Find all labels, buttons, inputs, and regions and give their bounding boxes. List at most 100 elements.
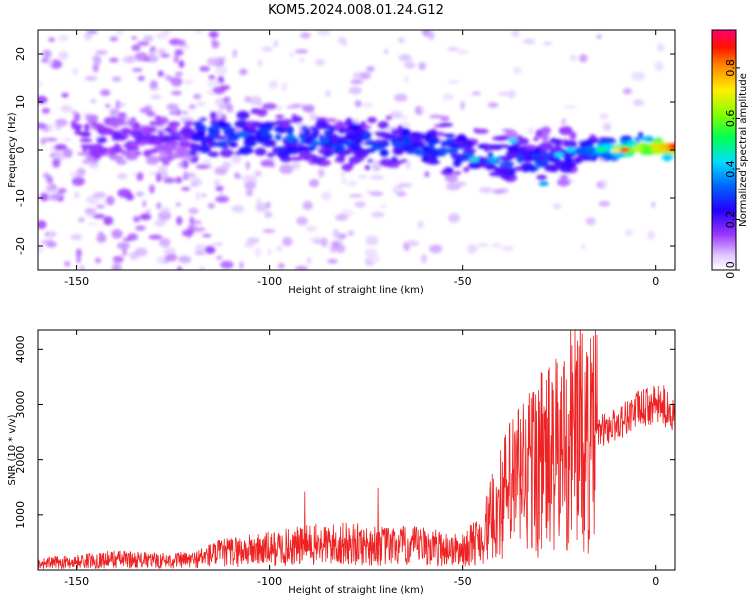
spectrogram-noise-blob <box>371 211 385 218</box>
spectrogram-signal-blob <box>311 156 322 165</box>
spectrogram-noise-blob <box>87 222 99 226</box>
spectrogram-noise-blob <box>126 55 136 64</box>
spectrogram-noise-blob <box>420 254 427 264</box>
spectrogram-signal-blob <box>320 159 331 166</box>
spectrogram-noise-blob <box>405 159 411 170</box>
spectrogram-noise-blob <box>118 103 126 107</box>
spectrogram-signal-blob <box>527 164 535 171</box>
spectrogram-noise-blob <box>60 104 73 113</box>
spectrogram-noise-blob <box>42 49 52 59</box>
snr-series-line <box>38 330 675 570</box>
spectrogram-signal-blob <box>536 174 547 180</box>
spectrogram-signal-blob <box>444 167 454 173</box>
spectrogram-signal-blob <box>462 140 475 149</box>
spectrogram-noise-blob <box>232 49 237 58</box>
spectrogram-signal-blob <box>127 118 135 127</box>
spectrogram-noise-blob <box>401 121 411 128</box>
spectrogram-signal-blob <box>265 121 271 128</box>
spectrogram-noise-blob <box>561 118 567 126</box>
spectrogram-signal-blob <box>626 140 638 147</box>
spectrogram-signal-blob <box>234 119 249 129</box>
spectrogram-signal-blob <box>439 122 454 127</box>
spectrogram-noise-blob <box>183 79 194 85</box>
spectrogram-noise-blob <box>245 161 250 170</box>
spectrogram-signal-blob <box>424 171 430 178</box>
spectrogram-noise-blob <box>112 255 124 263</box>
spectrogram-noise-blob <box>47 57 53 67</box>
spectrogram-signal-blob <box>298 150 312 160</box>
spectrogram-signal-blob <box>156 139 163 145</box>
spectrogram-noise-blob <box>178 255 192 264</box>
spectrogram-signal-blob <box>579 140 594 148</box>
spectrogram-noise-blob <box>632 99 645 107</box>
spectrogram-noise-blob <box>448 213 461 223</box>
spectrogram-noise-blob <box>88 162 99 169</box>
spectrogram-noise-blob <box>204 245 216 254</box>
spectrogram-noise-blob <box>55 123 62 130</box>
spectrogram-signal-blob <box>395 127 402 137</box>
spectrogram-noise-blob <box>393 93 408 102</box>
snr-y-tick-label: 3000 <box>14 390 27 418</box>
spectrogram-noise-blob <box>160 30 172 35</box>
spectrogram-signal-blob <box>609 139 617 143</box>
spectrogram-noise-blob <box>135 225 146 231</box>
spectrogram-noise-blob <box>134 247 148 257</box>
spectrogram-noise-blob <box>165 75 173 82</box>
spectrogram-signal-blob <box>453 171 462 175</box>
spectrogram-noise-blob <box>105 104 111 108</box>
spectrogram-noise-blob <box>190 182 199 187</box>
spectrogram-noise-blob <box>348 86 362 95</box>
spectrogram-noise-blob <box>401 115 408 120</box>
spectrogram-noise-blob <box>76 256 81 264</box>
spectrogram-signal-blob <box>414 151 426 156</box>
spectrogram-signal-blob <box>410 132 425 136</box>
spectrogram-noise-blob <box>327 259 338 264</box>
spectrogram-noise-blob <box>569 54 578 61</box>
spectrogram-noise-blob <box>256 197 262 206</box>
spectrogram-noise-blob <box>222 161 232 170</box>
spectrogram-signal-blob <box>274 146 288 153</box>
spectrogram-noise-blob <box>157 211 172 221</box>
spectrogram-noise-blob <box>418 62 427 71</box>
spectrogram-hotspot <box>565 147 576 153</box>
spectrogram-noise-blob <box>239 261 244 270</box>
spectrogram-noise-blob <box>267 248 272 256</box>
spectrogram-noise-blob <box>142 200 147 208</box>
spectrogram-signal-blob <box>132 151 142 156</box>
spectrogram-noise-blob <box>57 188 67 194</box>
spectrogram-noise-blob <box>398 54 412 62</box>
spectrogram-noise-blob <box>289 52 295 57</box>
spectrogram-noise-blob <box>460 100 465 111</box>
spectrogram-noise-blob <box>170 76 183 87</box>
spectrogram-signal-blob <box>91 150 100 158</box>
spectrogram-noise-blob <box>48 124 55 132</box>
spectrogram-signal-blob <box>345 117 353 125</box>
spectrogram-y-tick-label: 20 <box>14 47 27 61</box>
spectrogram-signal-blob <box>336 120 343 129</box>
spectrogram-noise-blob <box>131 36 137 40</box>
spectrogram-noise-blob <box>38 246 45 254</box>
spectrogram-signal-blob <box>120 127 131 136</box>
spectrogram-signal-blob <box>180 128 195 136</box>
spectrogram-signal-blob <box>97 145 104 154</box>
spectrogram-x-tick-label: -50 <box>454 275 472 288</box>
spectrogram-noise-blob <box>54 144 68 151</box>
spectrogram-signal-blob <box>82 159 91 164</box>
spectrogram-noise-blob <box>153 219 167 227</box>
spectrogram-noise-blob <box>84 76 98 81</box>
spectrogram-noise-blob <box>109 36 119 42</box>
spectrogram-signal-blob <box>366 148 376 153</box>
spectrogram-signal-blob <box>438 151 447 156</box>
spectrogram-signal-blob <box>641 150 653 156</box>
spectrogram-noise-blob <box>601 179 608 189</box>
spectrogram-noise-blob <box>115 100 121 110</box>
spectrogram-signal-blob <box>334 144 344 152</box>
spectrogram-noise-blob <box>145 209 152 214</box>
spectrogram-noise-blob <box>219 56 227 61</box>
spectrogram-noise-blob <box>309 179 320 188</box>
spectrogram-signal-blob <box>578 148 593 155</box>
spectrogram-hotspot <box>619 147 630 153</box>
spectrogram-noise-blob <box>38 220 47 229</box>
spectrogram-signal-blob <box>165 127 172 133</box>
spectrogram-noise-blob <box>116 30 123 36</box>
